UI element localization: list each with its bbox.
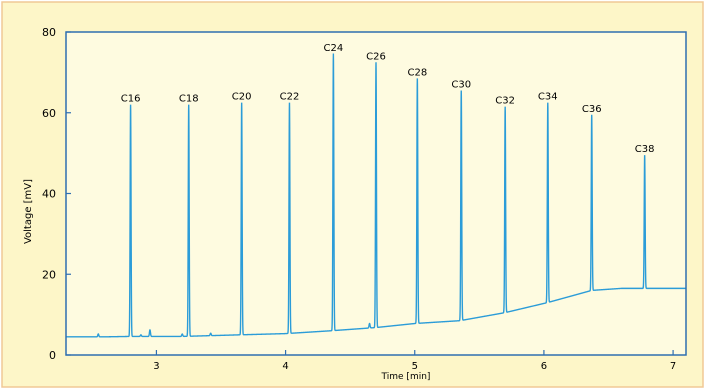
peak-labels: C16 C18 C20 C22 C24 C26 C28 C30 C32 C34 C36 C38 — [121, 43, 655, 155]
axis-tick-labels: 3 4 5 6 7 0 20 40 60 80 — [42, 26, 676, 372]
peak-label-c36: C36 — [582, 104, 602, 115]
y-tick-label: 80 — [42, 26, 56, 39]
peak-label-c16: C16 — [121, 94, 141, 105]
y-tick-label: 60 — [42, 107, 56, 120]
x-tick-label: 6 — [541, 361, 547, 372]
y-tick-label: 20 — [42, 268, 56, 281]
peak-label-c32: C32 — [495, 96, 515, 107]
peak-label-c20: C20 — [232, 92, 252, 103]
peak-label-c30: C30 — [451, 80, 471, 91]
x-tick-label: 5 — [412, 361, 418, 372]
peak-label-c26: C26 — [366, 51, 386, 62]
peak-label-c22: C22 — [280, 92, 300, 103]
x-tick-label: 7 — [670, 361, 676, 372]
peak-label-c24: C24 — [324, 43, 344, 54]
peak-label-c38: C38 — [635, 144, 655, 155]
y-tick-label: 0 — [49, 349, 56, 362]
peak-label-c34: C34 — [538, 92, 558, 103]
y-axis-label: Voltage [mV] — [23, 179, 34, 244]
x-tick-label: 3 — [153, 361, 159, 372]
peak-label-c28: C28 — [407, 67, 427, 78]
plot-frame — [65, 31, 687, 356]
x-tick-label: 4 — [282, 361, 288, 372]
peak-label-c18: C18 — [179, 94, 199, 105]
chromatogram-trace — [66, 53, 686, 338]
y-tick-label: 40 — [42, 188, 56, 201]
x-axis-label: Time [min] — [381, 372, 431, 382]
